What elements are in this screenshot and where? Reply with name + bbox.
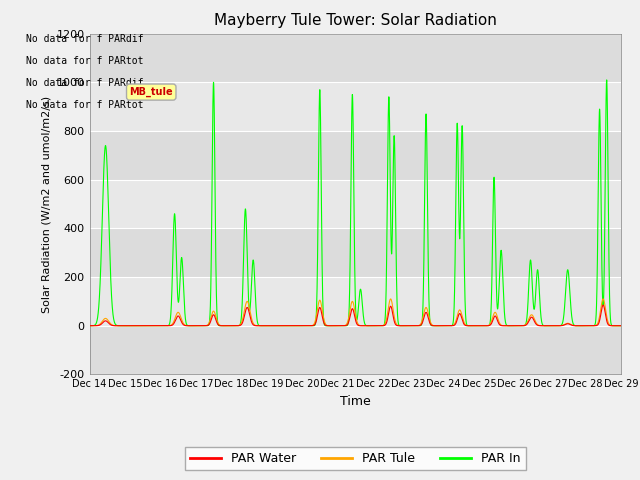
Bar xyxy=(90,277,621,326)
Bar xyxy=(90,34,621,82)
Text: No data for f PARdif: No data for f PARdif xyxy=(26,78,143,88)
Bar xyxy=(90,228,621,277)
X-axis label: Time: Time xyxy=(340,395,371,408)
Legend: PAR Water, PAR Tule, PAR In: PAR Water, PAR Tule, PAR In xyxy=(184,447,526,470)
Bar xyxy=(90,180,621,228)
Text: No data for f PARtot: No data for f PARtot xyxy=(26,100,143,110)
Text: No data for f PARtot: No data for f PARtot xyxy=(26,56,143,66)
Bar xyxy=(90,131,621,180)
Title: Mayberry Tule Tower: Solar Radiation: Mayberry Tule Tower: Solar Radiation xyxy=(214,13,497,28)
Text: No data for f PARdif: No data for f PARdif xyxy=(26,34,143,44)
Y-axis label: Solar Radiation (W/m2 and umol/m2/s): Solar Radiation (W/m2 and umol/m2/s) xyxy=(41,96,51,312)
Bar xyxy=(90,82,621,131)
Text: MB_tule: MB_tule xyxy=(129,87,173,97)
Bar xyxy=(90,326,621,374)
